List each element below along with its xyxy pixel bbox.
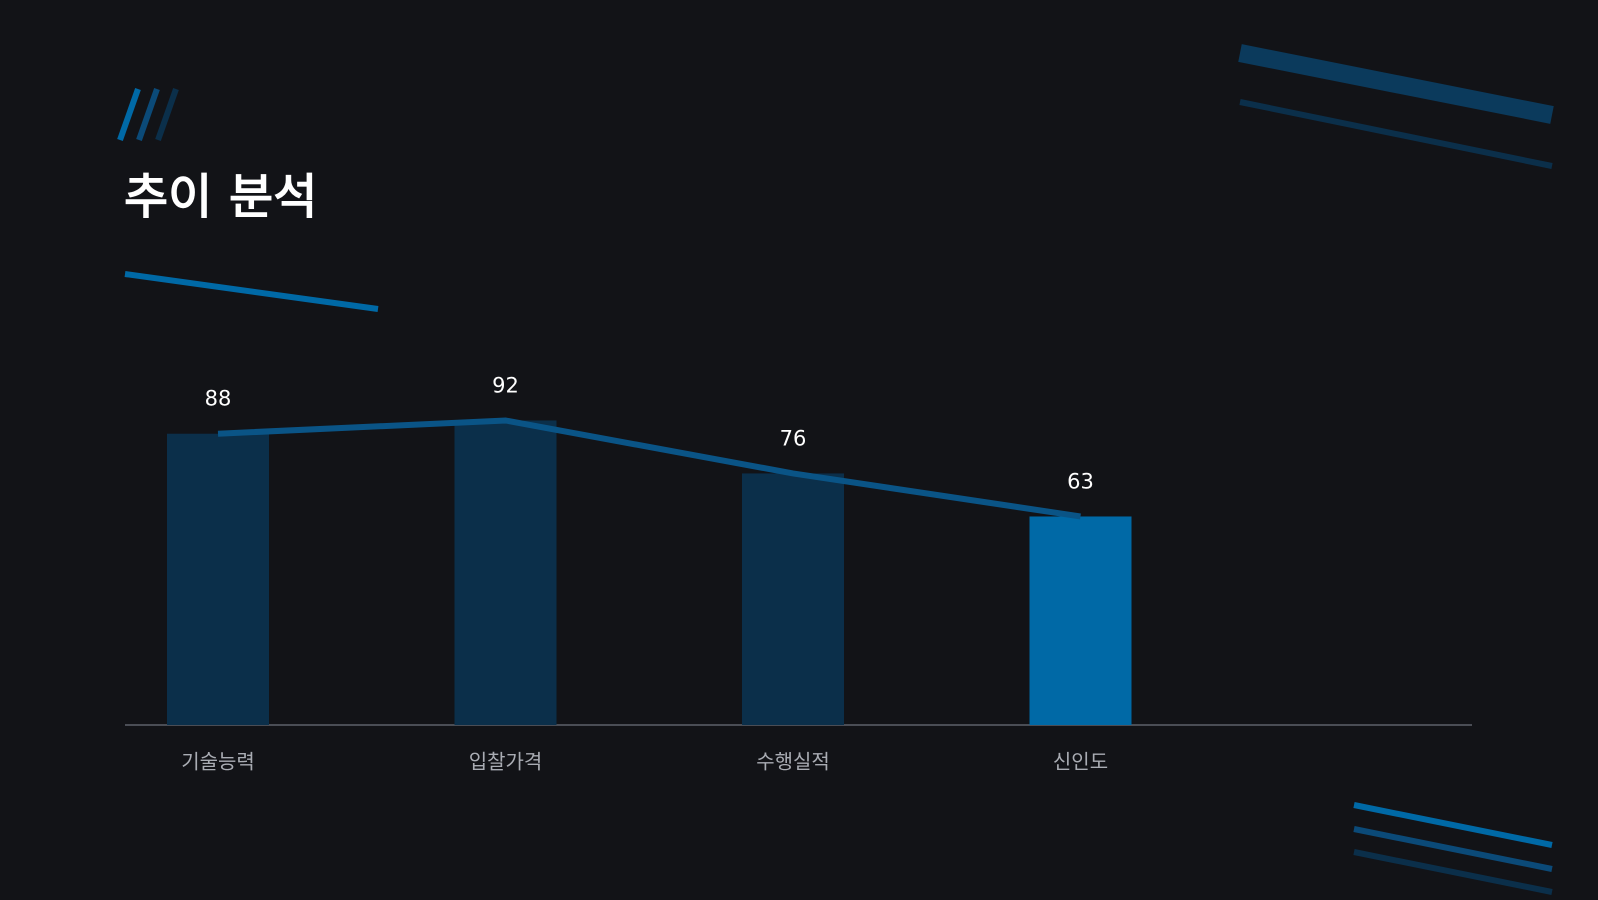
decor-line [124,271,379,312]
value-label: 63 [1067,469,1094,493]
decor-line [1238,44,1554,124]
value-label: 92 [492,373,519,397]
decor-line [1353,849,1553,895]
value-label: 88 [205,387,232,411]
bar [454,420,557,725]
bar [742,473,844,725]
value-label: 76 [780,426,807,450]
bar [1029,516,1132,725]
decor-line [1353,826,1553,872]
decor-slash [117,88,141,141]
decor-line [1353,802,1553,848]
decor-line [1239,99,1553,169]
trend-line [217,417,1081,520]
chart-title: 추이 분석 [124,169,317,225]
category-label: 입찰가격 [469,750,543,774]
decor-slash [136,88,160,141]
category-label: 수행실적 [756,750,830,774]
bar [167,433,269,725]
category-label: 신인도 [1053,750,1108,774]
decor-slash [155,88,179,141]
decor [117,44,1554,895]
category-label: 기술능력 [181,750,255,774]
